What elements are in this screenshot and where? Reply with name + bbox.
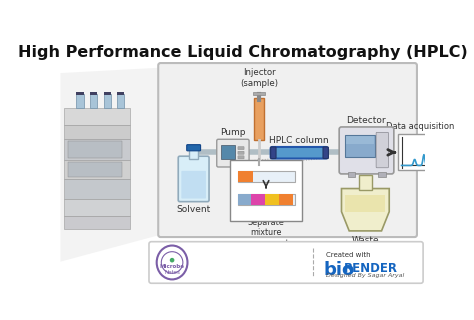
Text: Designed By Sagar Aryal: Designed By Sagar Aryal — [326, 273, 404, 278]
FancyBboxPatch shape — [399, 134, 442, 170]
FancyBboxPatch shape — [68, 141, 122, 158]
Ellipse shape — [170, 258, 174, 262]
FancyBboxPatch shape — [237, 171, 294, 182]
FancyBboxPatch shape — [238, 156, 244, 159]
Text: High Performance Liquid Chromatography (HPLC): High Performance Liquid Chromatography (… — [18, 45, 468, 60]
FancyBboxPatch shape — [237, 171, 253, 182]
FancyBboxPatch shape — [64, 198, 130, 215]
FancyBboxPatch shape — [378, 172, 386, 177]
FancyBboxPatch shape — [237, 194, 251, 205]
Text: HPLC column: HPLC column — [269, 136, 329, 145]
FancyBboxPatch shape — [103, 94, 111, 108]
FancyBboxPatch shape — [189, 148, 198, 159]
Text: Microbe: Microbe — [160, 264, 184, 269]
Text: ✦: ✦ — [219, 252, 224, 258]
FancyBboxPatch shape — [359, 175, 372, 190]
Text: Notes: Notes — [164, 270, 180, 275]
FancyBboxPatch shape — [117, 94, 124, 108]
FancyBboxPatch shape — [376, 132, 389, 168]
FancyBboxPatch shape — [90, 94, 97, 108]
Text: ⚙: ⚙ — [268, 252, 274, 258]
FancyBboxPatch shape — [265, 194, 279, 205]
FancyBboxPatch shape — [187, 145, 201, 151]
FancyBboxPatch shape — [251, 194, 265, 205]
Text: Solvent: Solvent — [176, 205, 211, 214]
FancyBboxPatch shape — [346, 136, 374, 144]
FancyBboxPatch shape — [158, 63, 417, 237]
Text: Notes: Notes — [251, 268, 283, 279]
FancyBboxPatch shape — [230, 160, 302, 221]
FancyBboxPatch shape — [117, 92, 124, 95]
FancyBboxPatch shape — [182, 171, 206, 198]
FancyBboxPatch shape — [237, 194, 294, 205]
Text: Separate
mixture
component: Separate mixture component — [243, 218, 289, 248]
Text: Injector
(sample): Injector (sample) — [240, 68, 278, 88]
FancyBboxPatch shape — [68, 162, 122, 177]
Text: RENDER: RENDER — [344, 262, 398, 276]
FancyBboxPatch shape — [347, 172, 356, 177]
Text: The: The — [201, 252, 222, 262]
Text: Biology: Biology — [201, 260, 242, 270]
FancyBboxPatch shape — [64, 139, 130, 160]
Polygon shape — [341, 188, 389, 231]
FancyBboxPatch shape — [346, 135, 374, 157]
Text: bio: bio — [324, 261, 355, 279]
FancyBboxPatch shape — [178, 156, 209, 202]
FancyBboxPatch shape — [76, 92, 83, 95]
FancyBboxPatch shape — [64, 124, 130, 139]
FancyBboxPatch shape — [279, 194, 293, 205]
Text: Pump: Pump — [220, 128, 246, 137]
FancyBboxPatch shape — [64, 108, 130, 124]
FancyBboxPatch shape — [254, 98, 264, 140]
Text: Waste: Waste — [352, 236, 379, 245]
Text: Chemistry: Chemistry — [251, 260, 308, 270]
FancyBboxPatch shape — [323, 147, 328, 158]
Text: Created with: Created with — [326, 252, 371, 258]
Polygon shape — [61, 68, 161, 262]
Polygon shape — [346, 195, 385, 212]
FancyBboxPatch shape — [149, 242, 423, 283]
FancyBboxPatch shape — [64, 179, 130, 198]
FancyBboxPatch shape — [238, 147, 244, 150]
Text: Detector: Detector — [346, 116, 386, 125]
FancyBboxPatch shape — [271, 147, 276, 158]
FancyBboxPatch shape — [64, 215, 130, 229]
FancyBboxPatch shape — [90, 92, 97, 95]
FancyBboxPatch shape — [221, 145, 235, 159]
FancyBboxPatch shape — [238, 151, 244, 154]
Text: The: The — [251, 252, 272, 262]
FancyBboxPatch shape — [217, 139, 249, 167]
FancyBboxPatch shape — [103, 92, 111, 95]
FancyBboxPatch shape — [271, 147, 328, 158]
FancyBboxPatch shape — [253, 92, 265, 95]
Text: Data acquisition: Data acquisition — [386, 122, 454, 131]
Ellipse shape — [157, 245, 188, 279]
FancyBboxPatch shape — [64, 160, 130, 179]
Text: Notes: Notes — [201, 268, 233, 279]
FancyBboxPatch shape — [76, 94, 83, 108]
FancyBboxPatch shape — [339, 127, 394, 174]
